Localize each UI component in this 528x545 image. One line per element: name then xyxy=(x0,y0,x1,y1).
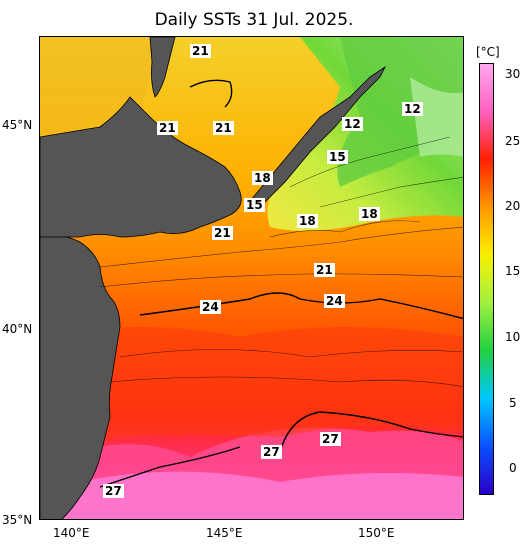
colorbar-tick: 10 xyxy=(505,330,521,344)
lon-label: 145°E xyxy=(206,526,243,540)
contour-label: 27 xyxy=(261,445,282,459)
colorbar-tick: 25 xyxy=(505,134,521,148)
contour-label: 15 xyxy=(327,150,348,164)
colorbar-tick: 15 xyxy=(505,264,521,278)
lat-label: 40°N xyxy=(2,322,33,336)
contour-label: 18 xyxy=(359,207,380,221)
contour-label: 21 xyxy=(212,226,233,240)
contour-label: 21 xyxy=(190,44,211,58)
contour-label: 21 xyxy=(314,263,335,277)
land-honshu xyxy=(40,234,121,519)
lat-label: 35°N xyxy=(2,513,33,527)
lon-label: 140°E xyxy=(53,526,90,540)
colorbar-tick: 30 xyxy=(505,67,521,81)
contour-label: 27 xyxy=(320,432,341,446)
land-hokkaido xyxy=(40,96,242,238)
contour-label: 15 xyxy=(244,198,265,212)
lon-label: 150°E xyxy=(358,526,395,540)
lat-label: 45°N xyxy=(2,118,33,132)
contour-label: 27 xyxy=(103,484,124,498)
colorbar-tick: 20 xyxy=(505,199,521,213)
contour-label: 21 xyxy=(157,121,178,135)
contour-label: 24 xyxy=(324,294,345,308)
map-title: Daily SSTs 31 Jul. 2025. xyxy=(154,10,354,30)
colorbar-tick: 5 xyxy=(509,396,517,410)
land-kurils xyxy=(244,65,387,208)
contour-label: 18 xyxy=(252,171,273,185)
colorbar-tick: 0 xyxy=(509,461,517,475)
colorbar-unit: [°C] xyxy=(476,45,500,59)
contour-label: 24 xyxy=(200,300,221,314)
land-sakhalin xyxy=(149,37,176,98)
sst-map: 21 21 21 12 12 15 18 15 18 18 21 21 24 2… xyxy=(39,36,464,520)
contour-label: 12 xyxy=(402,102,423,116)
colorbar xyxy=(479,63,494,495)
contour-label: 21 xyxy=(213,121,234,135)
contour-label: 18 xyxy=(297,214,318,228)
contour-label: 12 xyxy=(342,117,363,131)
